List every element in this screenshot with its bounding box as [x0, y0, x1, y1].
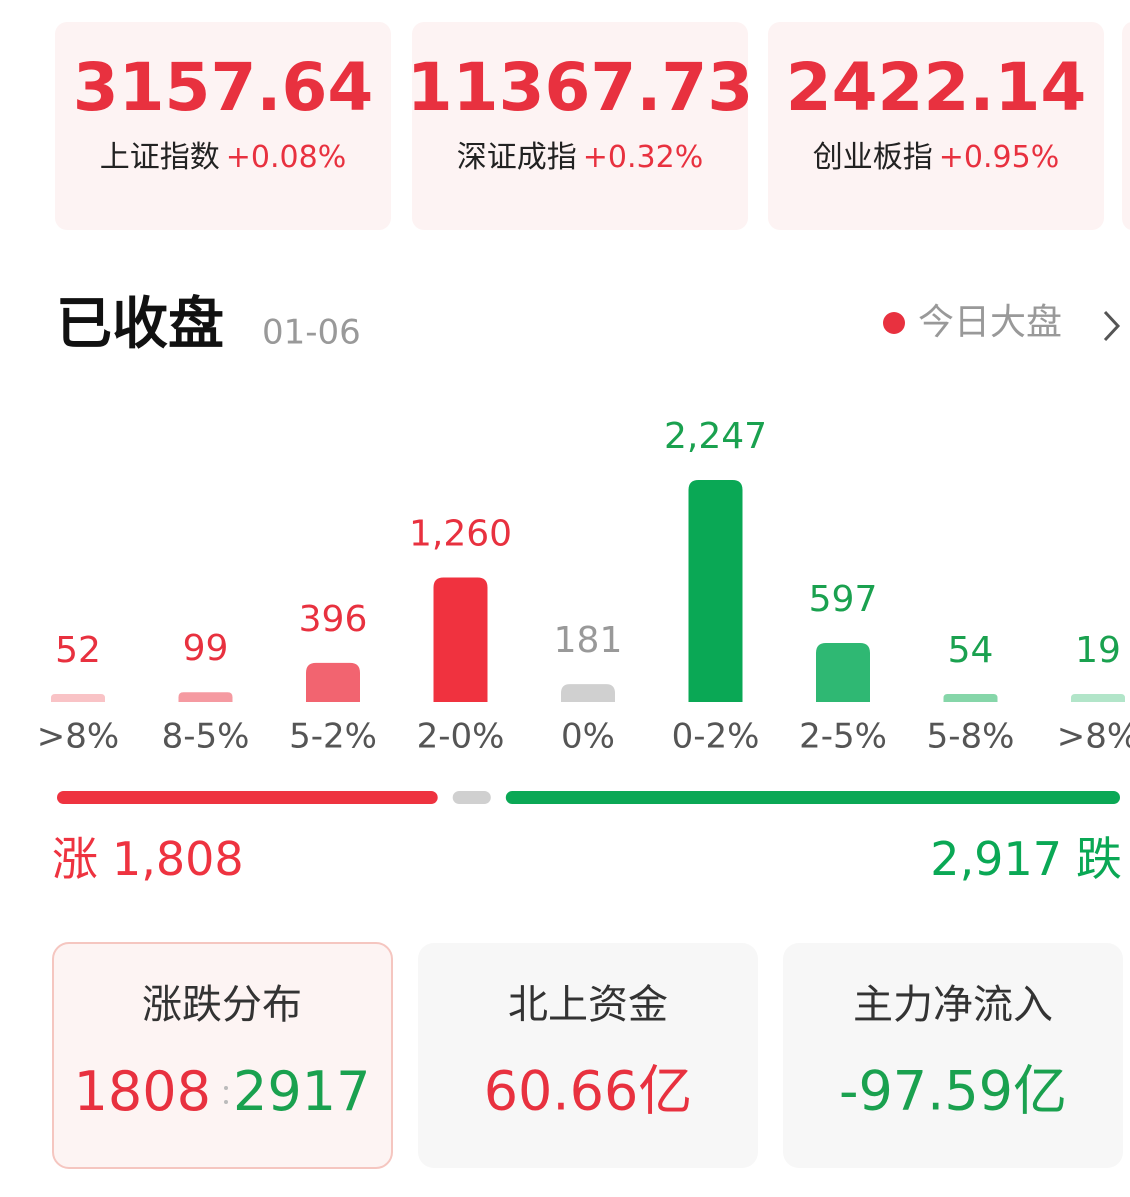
bar-value-label: 52 — [55, 630, 101, 671]
bar-value-label: 597 — [809, 579, 878, 620]
bar-value-label: 181 — [554, 620, 623, 661]
rise-total: 1808 — [74, 1060, 211, 1123]
category-label: >8% — [1057, 717, 1130, 757]
rise-label: 涨 — [52, 832, 98, 886]
stat-title: 北上资金 — [508, 982, 668, 1028]
bar-value-label: 396 — [299, 599, 368, 640]
index-value: 3157.64 — [73, 49, 374, 126]
fall-count: 2,917 — [930, 832, 1062, 886]
index-change: +0.08% — [226, 140, 346, 175]
category-label: 8-5% — [162, 717, 250, 757]
category-label: 2-5% — [799, 717, 887, 757]
index-value: 2422.14 — [786, 49, 1087, 126]
stat-card[interactable] — [783, 943, 1123, 1168]
section-date: 01-06 — [262, 313, 361, 353]
index-label: 创业板指 +0.95% — [813, 140, 1059, 175]
category-label: 5-2% — [289, 717, 377, 757]
category-label: >8% — [37, 717, 119, 757]
chevron — [1103, 310, 1121, 342]
section-title: 已收盘 — [56, 292, 224, 357]
bar — [306, 662, 360, 702]
index-card[interactable] — [768, 22, 1104, 230]
index-value: 11367.73 — [407, 49, 754, 126]
stat-value: -97.59亿 — [839, 1060, 1067, 1123]
fall-bar — [505, 791, 1120, 804]
separator-dot — [224, 1100, 228, 1104]
index-change: +0.95% — [939, 140, 1059, 175]
index-label: 上证指数 +0.08% — [100, 140, 346, 175]
index-name: 创业板指 — [813, 140, 933, 175]
fall-total: 2917 — [233, 1060, 370, 1123]
stat-card[interactable] — [418, 943, 758, 1168]
stat-value: 1808 2917 — [74, 1060, 371, 1123]
bar-value-label: 19 — [1075, 630, 1121, 671]
bar-value-label: 2,247 — [664, 416, 767, 457]
category-label: 5-8% — [927, 717, 1015, 757]
bar — [1071, 694, 1125, 702]
category-label: 2-0% — [417, 717, 505, 757]
category-label: 0% — [561, 717, 615, 757]
index-card-partial — [1122, 22, 1130, 230]
bar — [433, 577, 488, 702]
bar-value-label: 54 — [948, 630, 994, 671]
flat-bar — [452, 791, 491, 804]
live-dot — [883, 312, 905, 334]
bar — [51, 694, 105, 702]
rise-bar — [57, 791, 438, 804]
bar — [561, 684, 615, 702]
index-name: 上证指数 — [100, 140, 220, 175]
bar — [943, 694, 998, 702]
index-change: +0.32% — [583, 140, 703, 175]
index-card[interactable] — [412, 22, 748, 230]
bar-value-label: 99 — [183, 628, 229, 669]
stat-title: 主力净流入 — [853, 982, 1053, 1028]
bar — [816, 643, 870, 702]
market-link[interactable]: 今日大盘 — [918, 302, 1062, 343]
rise-summary: 涨 1,808 — [52, 832, 244, 886]
category-label: 0-2% — [672, 717, 760, 757]
index-name: 深证成指 — [457, 140, 577, 175]
bar — [178, 692, 233, 702]
bar — [688, 480, 743, 702]
rise-count: 1,808 — [112, 832, 244, 886]
stat-value: 60.66亿 — [484, 1060, 693, 1123]
index-card[interactable] — [55, 22, 391, 230]
fall-summary: 2,917 跌 — [930, 832, 1122, 886]
index-label: 深证成指 +0.32% — [457, 140, 703, 175]
stat-title: 涨跌分布 — [142, 982, 302, 1028]
separator-dot — [224, 1086, 228, 1090]
stat-card[interactable] — [52, 942, 393, 1169]
fall-label: 跌 — [1076, 832, 1122, 886]
bar-value-label: 1,260 — [409, 514, 512, 555]
